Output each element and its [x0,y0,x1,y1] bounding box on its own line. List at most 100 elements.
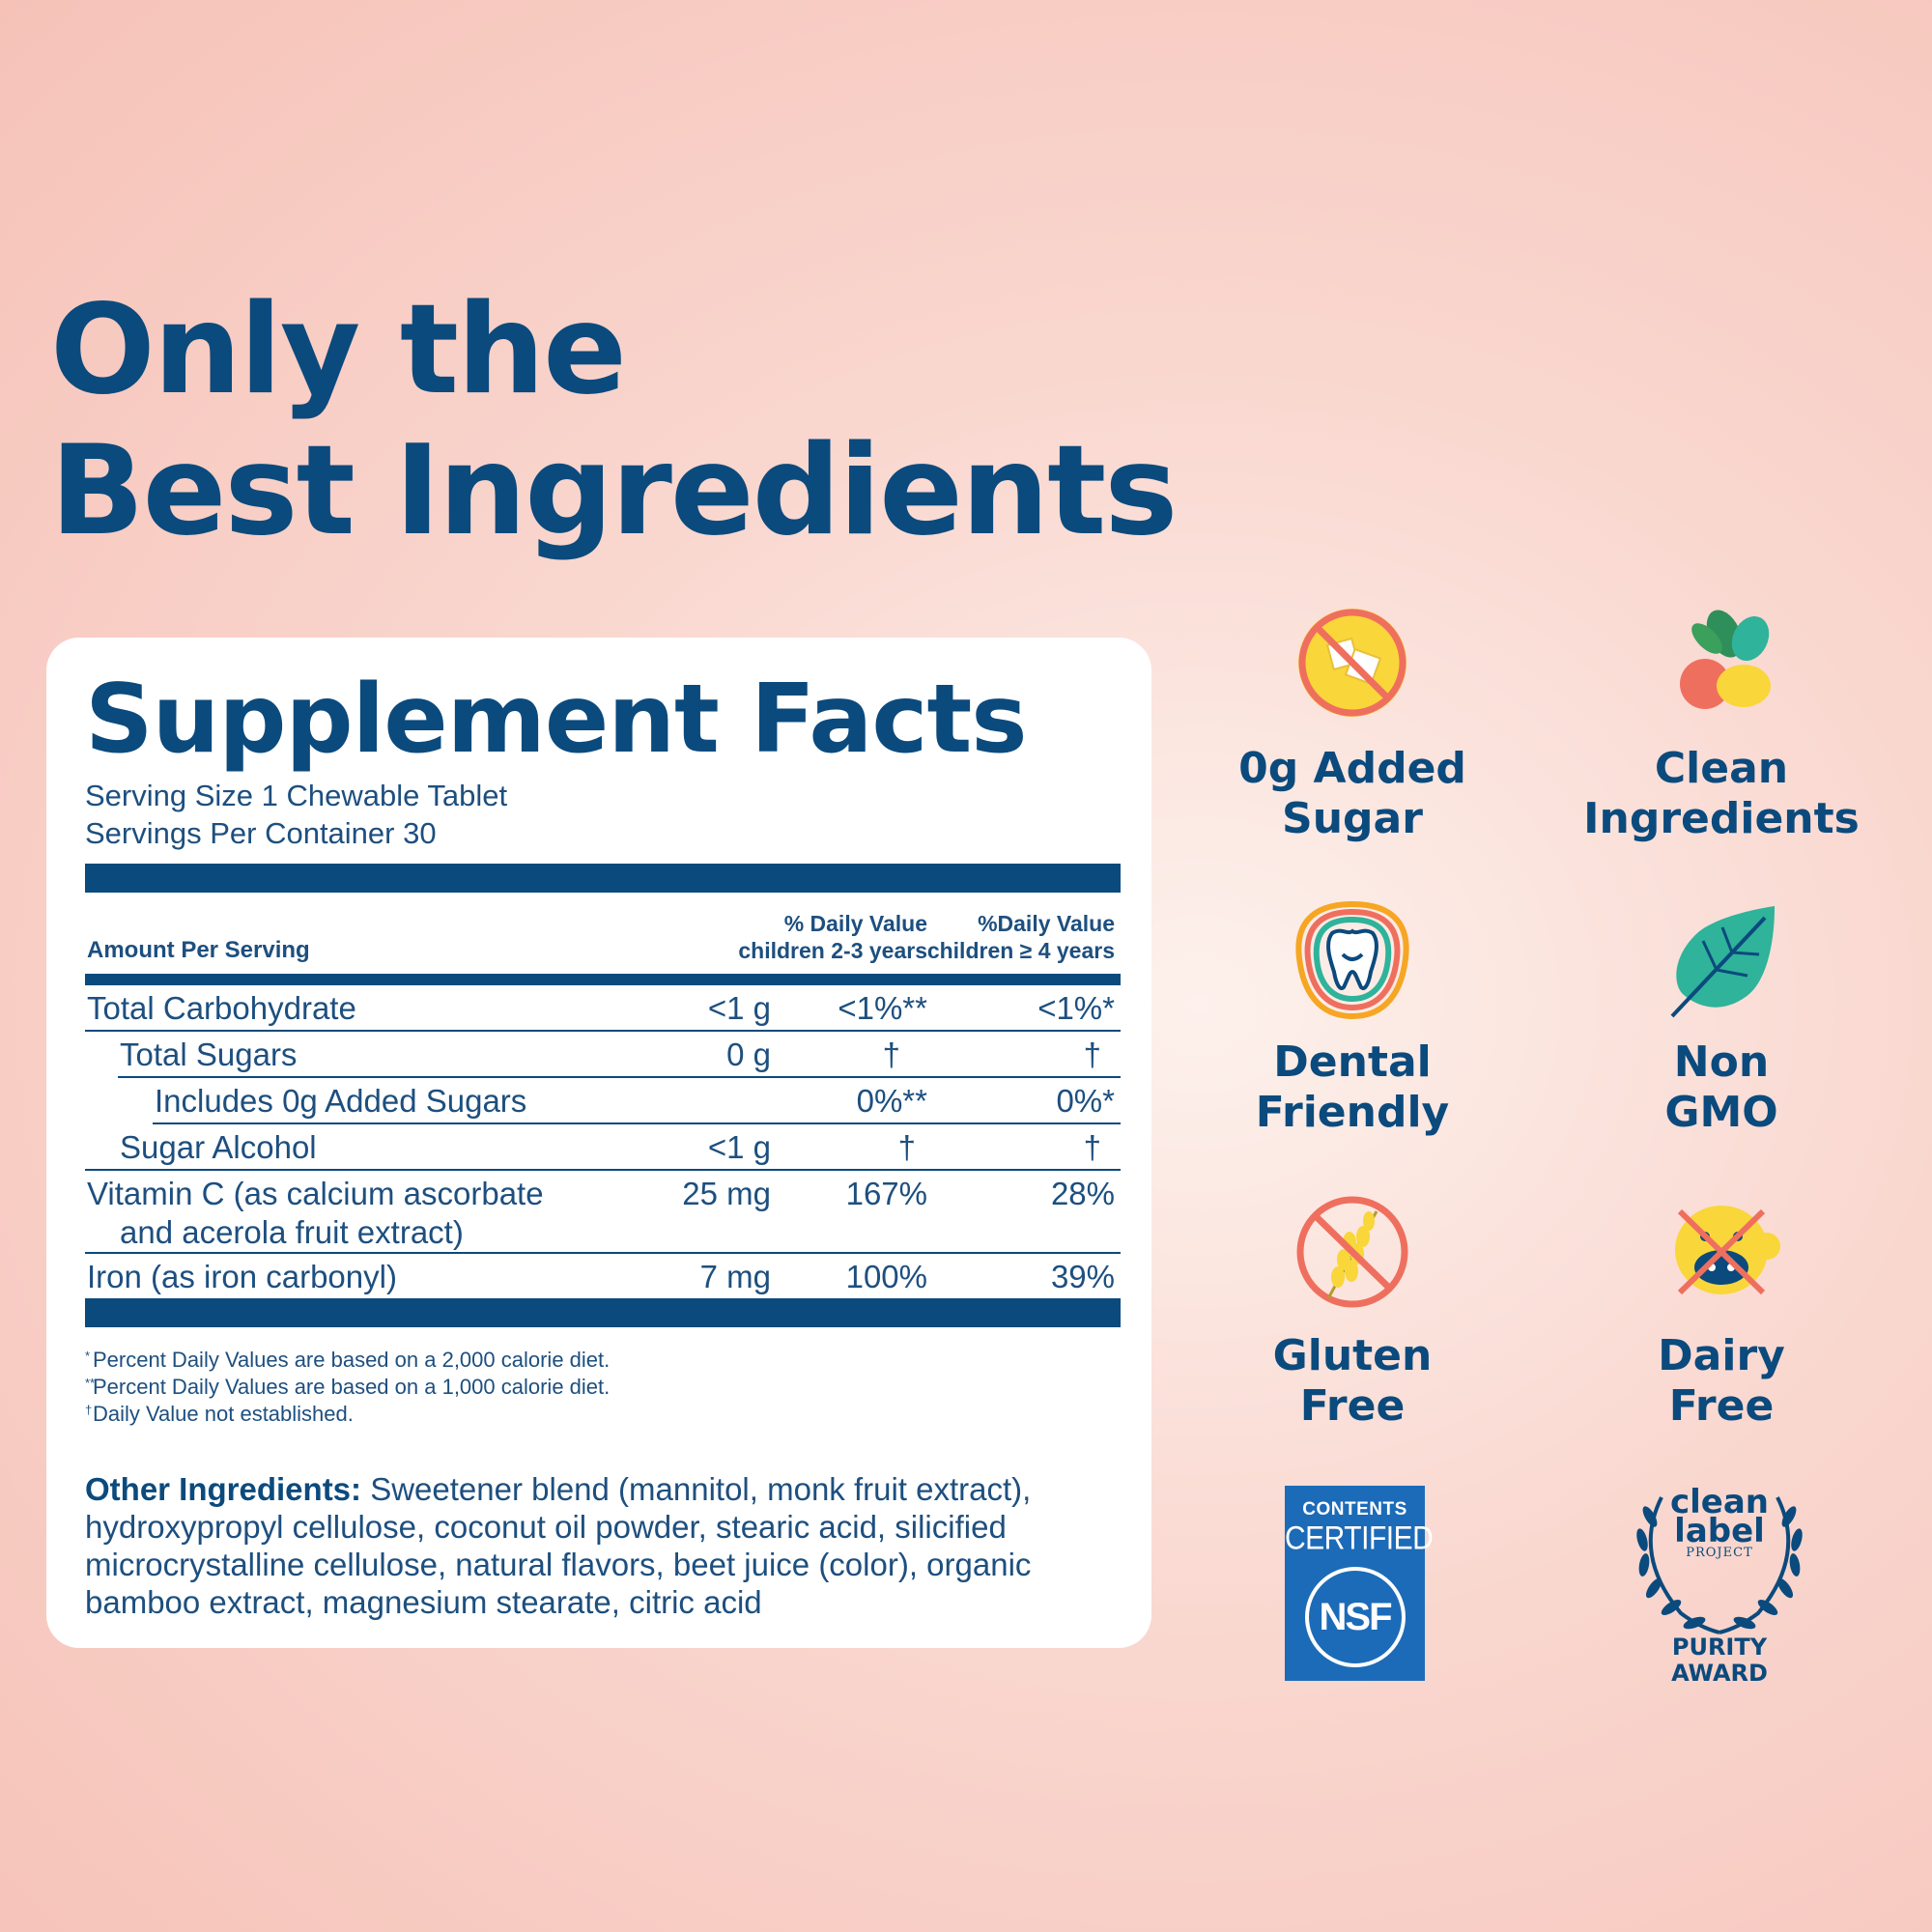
table-row: Sugar Alcohol <1 g † † [85,1124,1121,1171]
leaf-icon [1670,906,1776,1018]
tooth-icon [1295,900,1409,1020]
table-row: Total Carbohydrate <1 g <1%** <1%* [85,985,1121,1032]
nutrient-dv-4-plus: † [1083,1129,1101,1165]
divider-thick-bottom [85,1298,1121,1327]
nutrient-dv-2-3: 167% [845,1176,927,1211]
badge-gluten-free: Gluten Free [1188,1192,1517,1432]
supplement-facts-card: Supplement Facts Serving Size 1 Chewable… [46,638,1151,1648]
nutrient-amount: <1 g [707,990,771,1026]
badge-label-line2: Friendly [1255,1088,1450,1137]
divider-thick [85,864,1121,893]
other-ingredients-label: Other Ingredients: [85,1471,362,1507]
purity-award-text: PURITY AWARD [1623,1634,1816,1687]
no-wheat-icon [1296,1196,1408,1308]
nsf-certified-badge: CONTENTS CERTIFIED NSF [1285,1486,1434,1681]
facts-table: Amount Per Serving % Daily Value childre… [85,893,1121,1327]
badge-label: Non GMO [1557,1037,1886,1138]
nutrient-dv-2-3: <1%** [838,990,927,1026]
nutrient-amount: 25 mg [682,1176,771,1211]
nutrient-name: Iron (as iron carbonyl) [87,1259,397,1294]
dv2-line2: children ≥ 4 years [926,938,1115,963]
footnote-mark: † [85,1403,93,1417]
nutrient-amount: <1 g [707,1129,771,1165]
other-ingredients: Other Ingredients: Sweetener blend (mann… [85,1470,1121,1621]
divider-medium [85,974,1121,985]
amount-per-serving-header: Amount Per Serving [87,937,310,963]
badge-label-line2: GMO [1664,1088,1778,1137]
servings-per-container: Servings Per Container 30 [85,816,437,850]
badge-label-line1: 0g Added [1238,744,1466,793]
footnote-text: Percent Daily Values are based on a 2,00… [93,1348,611,1372]
nutrient-dv-4-plus: <1%* [1037,990,1115,1026]
badge-dental-friendly: Dental Friendly [1188,898,1517,1138]
dv-children-4-plus-header: %Daily Value children ≥ 4 years [927,910,1115,964]
footnote: * Percent Daily Values are based on a 2,0… [85,1347,1121,1374]
nutrient-dv-2-3: † [897,1129,916,1165]
footnote-text: Daily Value not established. [93,1402,354,1426]
footnote: ** Percent Daily Values are based on a 1,… [85,1374,1121,1401]
nutrient-amount: 7 mg [699,1259,771,1294]
no-cow-icon [1675,1206,1780,1295]
footnote-mark: ** [85,1376,96,1390]
badge-label-line1: Non [1673,1037,1770,1087]
nutrient-dv-2-3: † [882,1037,900,1072]
footnotes: * Percent Daily Values are based on a 2,0… [85,1347,1121,1428]
badge-label-line1: Dental [1273,1037,1432,1087]
fruit-vegetable-icon [1680,610,1771,709]
badge-label-line1: Dairy [1658,1331,1785,1380]
dv2-line1: %Daily Value [978,911,1115,936]
nutrient-dv-4-plus: 0%* [1056,1083,1115,1119]
clean-label-project-award: clean label PROJECT PURITY AWARD [1623,1478,1816,1690]
badge-label-line2: Free [1299,1381,1406,1431]
dv1-line1: % Daily Value [783,911,927,936]
badge-label: Dairy Free [1557,1331,1886,1432]
headline-line-2: Best Ingredients [50,419,1178,563]
headline: Only the Best Ingredients [50,278,1178,563]
facts-table-header: Amount Per Serving % Daily Value childre… [85,893,1121,974]
serving-size: Serving Size 1 Chewable Tablet [85,779,508,812]
nsf-logo: NSF [1304,1567,1406,1667]
badge-label: 0g Added Sugar [1188,744,1517,844]
headline-line-1: Only the [50,278,627,422]
clean-label-text: clean label PROJECT [1623,1483,1816,1560]
nsf-contents-text: CONTENTS [1302,1499,1407,1520]
other-ingredients-text: Sweetener blend (mannitol, monk fruit ex… [85,1471,1032,1620]
nutrient-name-line2: and acerola fruit extract) [120,1214,464,1250]
nutrient-name: Total Sugars [120,1037,298,1072]
table-row: Total Sugars 0 g † † [118,1032,1121,1078]
nutrient-name: Vitamin C (as calcium ascorbate and acer… [87,1175,544,1252]
clean-label-word-label: label [1674,1512,1765,1550]
nutrient-dv-4-plus: † [1083,1037,1101,1072]
badge-label: Gluten Free [1188,1331,1517,1432]
badge-label-line1: Clean [1654,744,1789,793]
table-row: Iron (as iron carbonyl) 7 mg 100% 39% [85,1254,1121,1298]
nutrient-name-line1: Vitamin C (as calcium ascorbate [87,1176,544,1211]
nutrient-amount: 0 g [726,1037,771,1072]
laurel-wreath-icon [1636,1496,1803,1634]
nutrient-name: Total Carbohydrate [87,990,356,1026]
badge-clean-ingredients: Clean Ingredients [1557,605,1886,844]
badge-non-gmo: Non GMO [1557,898,1886,1138]
nsf-certified-text: CERTIFIED [1285,1520,1434,1557]
serving-info: Serving Size 1 Chewable Tablet Servings … [85,777,1121,852]
badge-label: Clean Ingredients [1557,744,1886,844]
nutrient-dv-4-plus: 28% [1050,1176,1115,1211]
nutrient-dv-2-3: 0%** [856,1083,927,1119]
purity-award-line1: PURITY [1671,1634,1768,1661]
table-row: Includes 0g Added Sugars 0%** 0%* [153,1078,1121,1124]
footnote-text: Percent Daily Values are based on a 1,00… [93,1375,611,1399]
nutrient-name: Sugar Alcohol [120,1129,317,1165]
badge-label-line2: Ingredients [1583,794,1860,843]
no-sugar-icon [1298,609,1406,717]
badge-label-line2: Sugar [1282,794,1423,843]
dv1-line2: children 2-3 years [738,938,927,963]
footnote-mark: * [85,1349,91,1363]
badge-dairy-free: Dairy Free [1557,1192,1886,1432]
badge-label: Dental Friendly [1188,1037,1517,1138]
nutrient-dv-2-3: 100% [845,1259,927,1294]
clean-label-word-project: PROJECT [1686,1546,1753,1560]
table-row: Vitamin C (as calcium ascorbate and acer… [85,1171,1121,1254]
clean-label-word-clean: clean [1669,1483,1770,1521]
badge-label-line2: Free [1668,1381,1775,1431]
footnote: † Daily Value not established. [85,1401,1121,1428]
